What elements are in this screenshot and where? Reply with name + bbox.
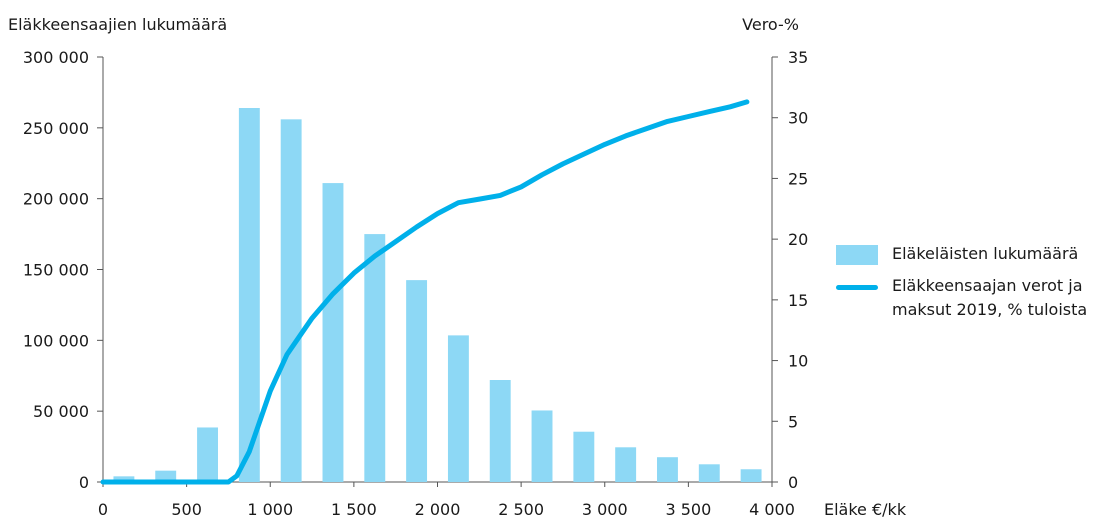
right-tick-label: 30: [788, 109, 808, 128]
bar: [740, 469, 762, 482]
bar: [698, 464, 720, 482]
legend: Eläkeläisten lukumäärä Eläkkeensaajan ve…: [836, 242, 1120, 322]
x-tick-label: 0: [98, 500, 108, 519]
bar: [573, 431, 595, 482]
x-tick-label: 3 500: [665, 500, 711, 519]
bar: [113, 476, 135, 482]
x-tick-label: 3 000: [582, 500, 628, 519]
right-tick-label: 20: [788, 230, 808, 249]
legend-swatch-bar: [836, 245, 878, 265]
bar: [322, 183, 344, 483]
right-tick-label: 35: [788, 48, 808, 67]
left-tick-label: 50 000: [33, 402, 89, 421]
left-tick-label: 200 000: [23, 190, 89, 209]
left-tick-label: 100 000: [23, 331, 89, 350]
bar: [280, 119, 302, 482]
x-tick-label: 1 500: [331, 500, 377, 519]
bar: [615, 447, 637, 482]
left-tick-label: 250 000: [23, 119, 89, 138]
x-tick-label: 1 000: [247, 500, 293, 519]
bar: [447, 335, 469, 482]
bar: [531, 410, 553, 482]
bar: [197, 427, 218, 482]
legend-swatch-line: [836, 285, 878, 290]
bar: [155, 470, 177, 482]
x-axis-title: Eläke €/kk: [824, 500, 907, 519]
x-tick-label: 2 500: [498, 500, 544, 519]
right-axis-title: Vero-%: [742, 15, 799, 34]
bar-series: [113, 108, 762, 483]
x-tick-label: 4 000: [749, 500, 795, 519]
right-tick-label: 0: [788, 473, 798, 492]
left-axis-title: Eläkkeensaajien lukumäärä: [8, 15, 227, 34]
left-tick-label: 150 000: [23, 261, 89, 280]
legend-item-line: Eläkkeensaajan verot ja maksut 2019, % t…: [836, 274, 1120, 322]
x-tick-label: 500: [171, 500, 202, 519]
x-tick-label: 2 000: [415, 500, 461, 519]
right-tick-label: 25: [788, 169, 808, 188]
left-tick-label: 0: [79, 473, 89, 492]
left-tick-label: 300 000: [23, 48, 89, 67]
legend-label-line: Eläkkeensaajan verot ja maksut 2019, % t…: [892, 276, 1088, 319]
right-tick-label: 15: [788, 291, 808, 310]
legend-item-bars: Eläkeläisten lukumäärä: [836, 242, 1120, 266]
right-tick-label: 5: [788, 412, 798, 431]
tax-rate-line: [100, 99, 750, 485]
bar: [489, 380, 511, 482]
bar: [657, 457, 678, 482]
bar: [364, 234, 386, 482]
bar: [406, 280, 428, 482]
right-tick-label: 10: [788, 352, 808, 371]
line-series: [100, 99, 750, 485]
bar: [238, 108, 260, 482]
legend-label-bars: Eläkeläisten lukumäärä: [892, 244, 1079, 263]
